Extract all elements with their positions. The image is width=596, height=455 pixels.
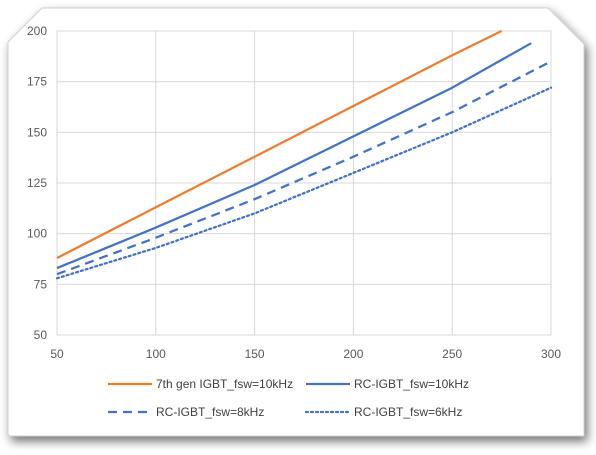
legend-item: 7th gen IGBT_fsw=10kHz [108,377,293,391]
x-tick-label: 150 [245,347,265,361]
legend-item: RC-IGBT_fsw=8kHz [108,405,264,419]
legend-item: RC-IGBT_fsw=10kHz [306,377,469,391]
y-tick-label: 125 [27,176,47,190]
legend-label: RC-IGBT_fsw=10kHz [354,377,469,391]
y-tick-label: 200 [27,24,47,38]
series-lines [55,29,553,280]
x-tick-label: 250 [442,347,462,361]
legend-item: RC-IGBT_fsw=6kHz [304,405,462,419]
y-tick-label: 150 [27,125,47,139]
legend-label: RC-IGBT_fsw=6kHz [354,405,462,419]
axis-labels: 50 75 100 125 150 175 200 50 100 150 200 250 300 [27,24,561,361]
legend-label: 7th gen IGBT_fsw=10kHz [156,377,293,391]
x-tick-label: 100 [146,347,166,361]
series-line-1 [56,29,503,260]
y-tick-label: 175 [27,75,47,89]
x-tick-label: 50 [50,347,64,361]
legend: 7th gen IGBT_fsw=10kHz RC-IGBT_fsw=10kHz R… [108,377,469,419]
chart-frame [7,7,585,437]
y-tick-label: 50 [34,328,48,342]
legend-label: RC-IGBT_fsw=8kHz [156,405,264,419]
y-tick-label: 75 [34,277,48,291]
x-tick-label: 200 [343,347,363,361]
x-tick-label: 300 [541,347,561,361]
series-line-4 [55,86,553,280]
series-line-2 [56,42,532,270]
y-tick-label: 100 [27,227,47,241]
